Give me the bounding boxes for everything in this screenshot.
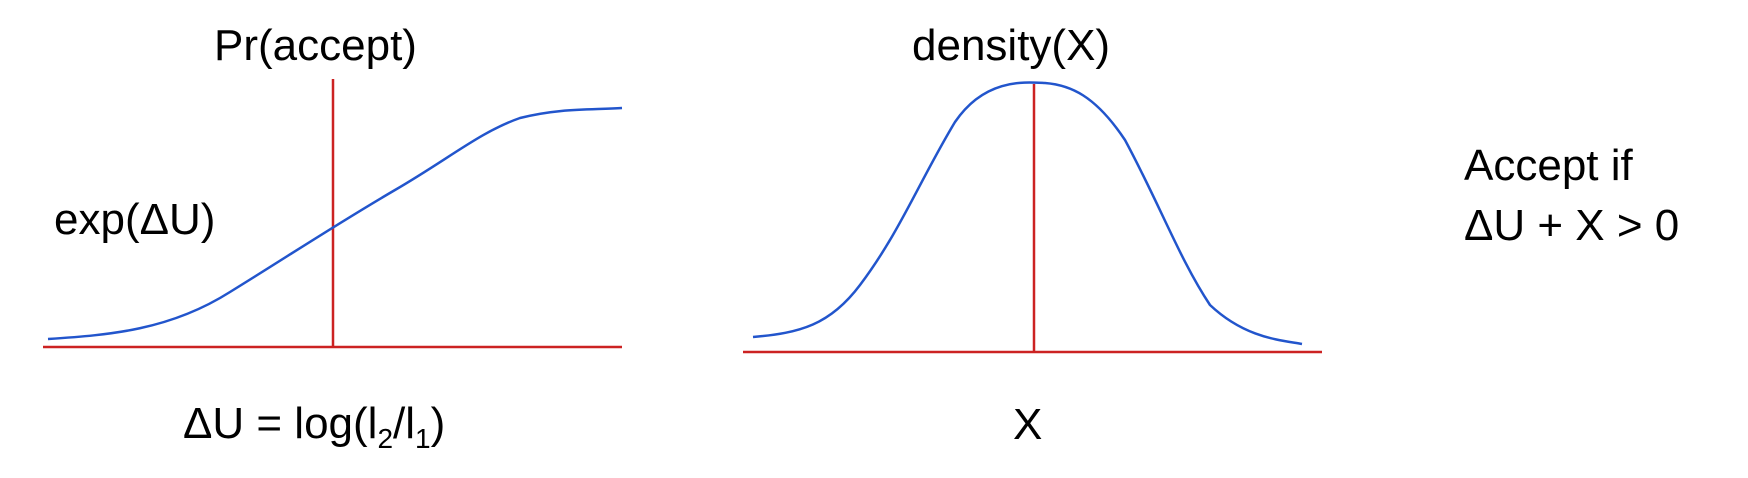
left-xlabel-prefix: ΔU = log(l (183, 399, 378, 448)
left-xlabel-mid: /l (393, 399, 416, 448)
middle-xlabel: X (1013, 400, 1043, 449)
acceptance-curve (47, 106, 623, 341)
density-curve (752, 81, 1303, 346)
curve-label: exp(ΔU) (54, 195, 216, 244)
left-xlabel-subscript-1: 2 (377, 423, 394, 454)
left-xlabel: ΔU = log(l2/l1) (183, 399, 446, 453)
left-xlabel-suffix: ) (430, 399, 446, 448)
rule-line-1: Accept if (1464, 141, 1633, 190)
left-title: Pr(accept) (214, 21, 417, 70)
rule-line-2: ΔU + X > 0 (1464, 201, 1680, 250)
middle-title: density(X) (912, 21, 1111, 70)
left-xlabel-subscript-2: 1 (415, 423, 431, 454)
